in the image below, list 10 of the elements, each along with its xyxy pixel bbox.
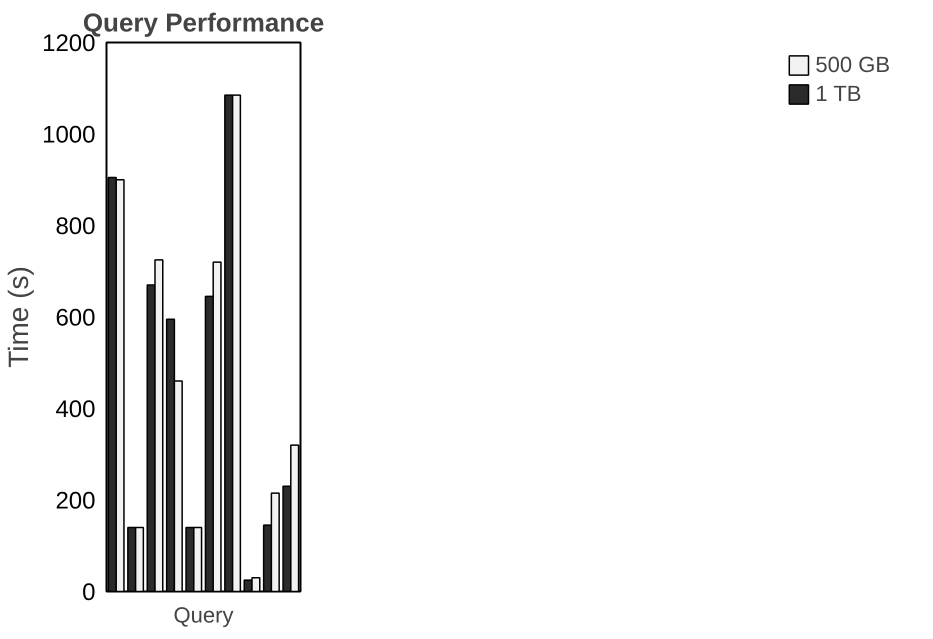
y-tick-label: 0 [82, 579, 96, 606]
y-tick-label: 1000 [42, 122, 96, 148]
legend-label: 1 TB [815, 81, 862, 107]
y-tick-label: 800 [55, 213, 96, 240]
legend-label: 500 GB [815, 52, 890, 78]
y-tick-label: 600 [55, 304, 96, 332]
y-tick-label: 200 [55, 488, 96, 514]
y-tick-label: 400 [55, 396, 96, 423]
y-axis-title: Time (s) [3, 266, 34, 368]
x-axis-title: Query [174, 602, 234, 628]
